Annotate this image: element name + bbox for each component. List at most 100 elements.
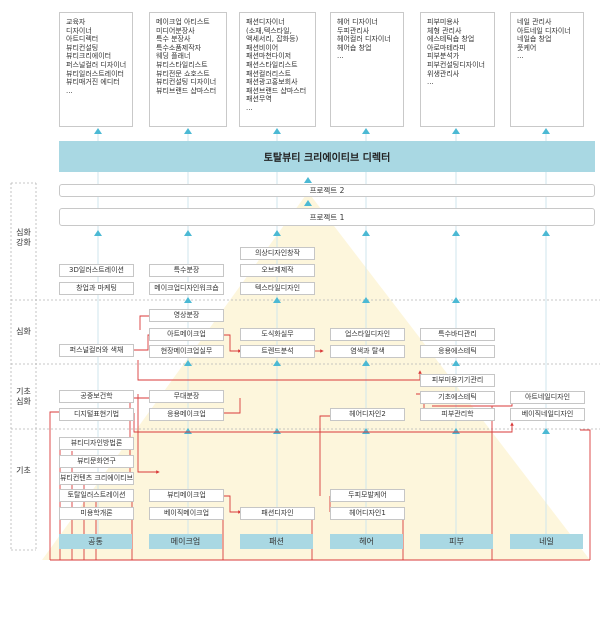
course-startup-marketing: 창업과 마케팅 (59, 282, 134, 295)
course-scalp-hair-care: 두피모발케어 (330, 489, 405, 502)
arrow-up-icon (94, 128, 102, 134)
course-beauty-culture: 뷰티문화연구 (59, 455, 134, 468)
arrow-up-icon (362, 360, 370, 366)
arrow-up-icon (542, 128, 550, 134)
arrow-up-icon (542, 428, 550, 434)
course-video-makeup: 영상분장 (149, 309, 224, 322)
career-item: 특수소품제작자 (156, 43, 202, 52)
level-label-advanced-reinforce: 심화 강화 (16, 228, 31, 247)
career-item: 뷰티컨설팅 (66, 43, 99, 52)
career-box-fashion: 패션디자이너 (소재,텍스타일, 액세서리, 잡화등) 패션비이어 패션마천다이저 패션스… (239, 12, 316, 127)
career-item: 뷰티매거진 에디터 (66, 78, 120, 87)
career-item: 아트네일 디자이너 (517, 26, 571, 35)
career-item: ... (517, 52, 524, 61)
arrow-up-icon (452, 428, 460, 434)
track-common: 공통 (59, 534, 132, 549)
career-box-nail: 네일 관리사 아트네일 디자이너 네일숍 창업 풋케어... (510, 12, 584, 127)
arrow-up-icon (273, 128, 281, 134)
career-item: 헤어 디자이너 (337, 18, 378, 26)
course-stage-makeup: 무대분장 (149, 390, 224, 403)
course-flat-drawing: 도식화실무 (240, 328, 315, 341)
arrow-up-icon (273, 360, 281, 366)
career-item: (소재,텍스타일, (246, 26, 292, 35)
arrow-up-icon (184, 428, 192, 434)
course-art-nail: 아트네일디자인 (510, 391, 585, 404)
course-trend-analysis: 트렌드분석 (240, 345, 315, 358)
course-3d-illustration: 3D일러스트레이션 (59, 264, 134, 277)
level-label-basic-advanced: 기초 심화 (16, 387, 31, 406)
course-applied-esthetic: 응용에스테틱 (420, 345, 495, 358)
arrow-up-icon (184, 230, 192, 236)
arrow-up-icon (94, 230, 102, 236)
course-intro-cosmetology: 미용학개론 (59, 507, 134, 520)
course-skin-device: 피부미용기기관리 (420, 374, 495, 387)
career-item: 헤어숍 창업 (337, 43, 372, 52)
course-hair-design-2: 헤어디자인2 (330, 408, 405, 421)
arrow-up-icon (362, 230, 370, 236)
course-costume-design: 의상디자인창작 (240, 247, 315, 260)
career-item: 체형 관리사 (427, 26, 462, 35)
course-beauty-content: 뷰티컨텐츠 크리에이티브 (59, 472, 134, 485)
arrow-up-icon (452, 230, 460, 236)
course-textile-design: 텍스타일디자인 (240, 282, 315, 295)
career-item: 에스테틱숍 창업 (427, 35, 475, 44)
career-box-makeup: 메이크업 아티스트 미디어분장사 특수 분장사 특수소품제작자 웨딩 플래너 뷰티스타일리… (149, 12, 227, 127)
career-item: 위생관리사 (427, 69, 460, 78)
career-item: 네일숍 창업 (517, 35, 552, 44)
course-hair-design-1: 헤어디자인1 (330, 507, 405, 520)
career-item: 퍼스널컬러 디자이너 (66, 60, 127, 69)
course-personal-color: 퍼스널컬러와 색채 (59, 344, 134, 357)
arrow-up-icon (184, 128, 192, 134)
arrow-up-icon (304, 177, 312, 183)
track-hair: 헤어 (330, 534, 403, 549)
career-item: 뷰티컨설팅 디자이너 (156, 78, 217, 87)
arrow-up-icon (273, 428, 281, 434)
career-item: 뷰티전문 쇼호스트 (156, 69, 210, 78)
career-item: ... (337, 52, 344, 61)
career-item: 미디어분장사 (156, 26, 195, 35)
arrow-up-icon (452, 128, 460, 134)
career-item: 메이크업 아티스트 (156, 18, 210, 26)
course-total-illustration: 토탈일러스트레이션 (59, 489, 134, 502)
career-item: ... (66, 86, 73, 95)
career-item: 특수 분장사 (156, 35, 191, 44)
project-1: 프로젝트 1 (59, 208, 595, 226)
project-2: 프로젝트 2 (59, 184, 595, 197)
arrow-up-icon (362, 428, 370, 434)
course-special-body: 특수바디관리 (420, 328, 495, 341)
level-label-basic: 기초 (16, 466, 31, 475)
arrow-up-icon (184, 360, 192, 366)
track-skin: 피부 (420, 534, 493, 549)
course-objet-making: 오브제제작 (240, 264, 315, 277)
course-basic-esthetic: 기초에스테틱 (420, 391, 495, 404)
career-item: ... (246, 103, 253, 112)
career-item: 패션무역 (246, 95, 272, 104)
arrow-up-icon (362, 128, 370, 134)
arrow-up-icon (273, 297, 281, 303)
course-makeup-workshop: 메이크업디자인워크숍 (149, 282, 224, 295)
career-item: 뷰티브랜드 샵마스터 (156, 86, 217, 95)
career-item: 패션마천다이저 (246, 52, 292, 61)
career-item: 액세서리, 잡화등) (246, 35, 299, 44)
career-item: 디자이너 (66, 26, 92, 35)
career-item: ... (427, 78, 434, 87)
course-dye-bleach: 염색과 탈색 (330, 345, 405, 358)
course-field-makeup: 현장메이크업실무 (149, 345, 224, 358)
arrow-markers (94, 128, 550, 434)
course-digital-expression: 디지털표현기법 (59, 408, 134, 421)
career-box-common: 교육자 디자이너 아트디렉터 뷰티컨설팅 뷰티크리에이터 퍼스널컬러 디자이너 뷰티일러스트… (59, 12, 133, 127)
career-item: 아트디렉터 (66, 35, 99, 44)
total-beauty-banner: 토탈뷰티 크리에이티브 디렉터 (59, 141, 595, 172)
arrow-up-icon (304, 200, 312, 206)
level-label-advanced: 심화 (16, 327, 31, 336)
career-item: 패션비이어 (246, 43, 279, 52)
course-beauty-makeup: 뷰티메이크업 (149, 489, 224, 502)
career-item: 웨딩 플래너 (156, 52, 191, 61)
career-item: 패션스타일리스트 (246, 60, 298, 69)
track-nail: 네일 (510, 534, 583, 549)
career-item: 피부컨설팅디자이너 (427, 60, 485, 69)
career-item: 패션브랜드 샵마스터 (246, 86, 307, 95)
career-item: 아로마테라피 (427, 43, 466, 52)
career-item: 교육자 (66, 18, 86, 26)
